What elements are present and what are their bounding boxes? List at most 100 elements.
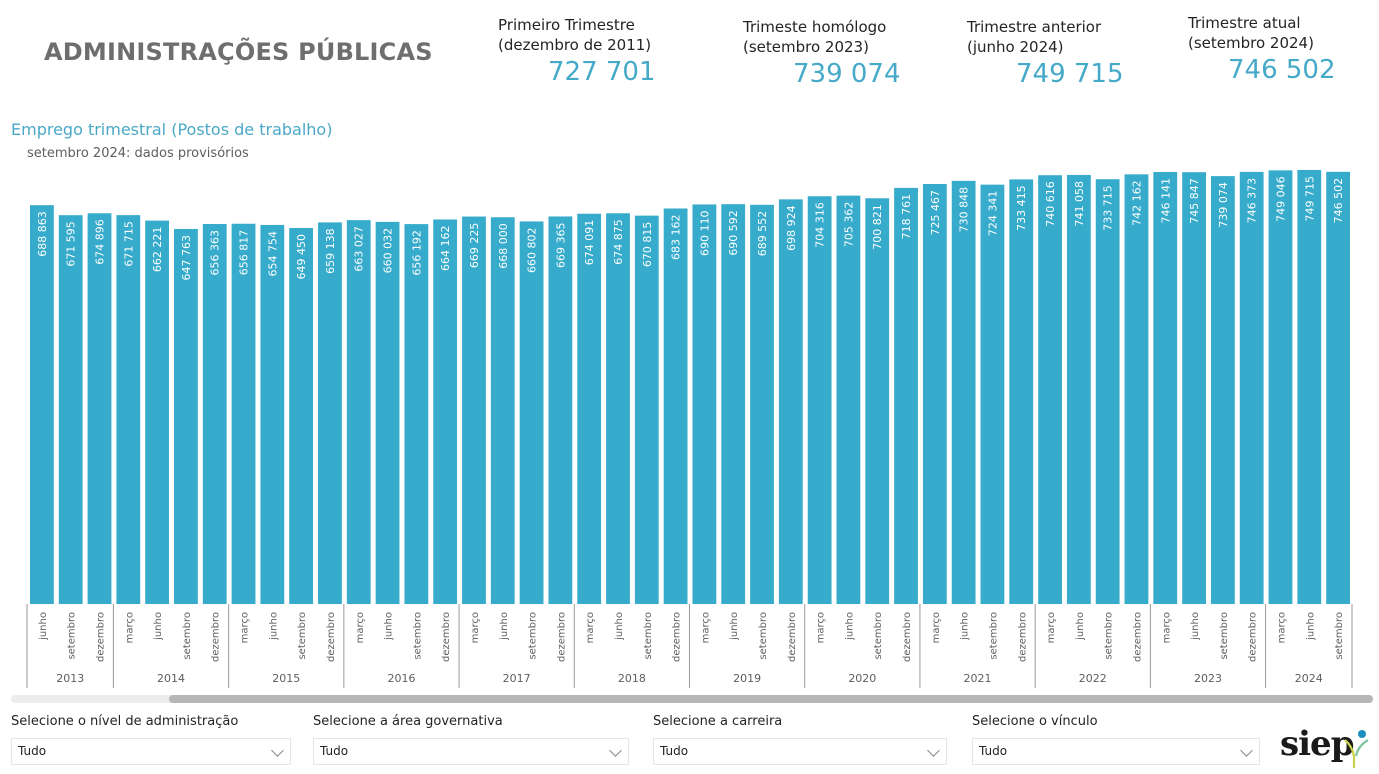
x-tick-label-month: dezembro xyxy=(1248,612,1259,662)
bar[interactable] xyxy=(922,183,947,604)
bar-value-label: 698 924 xyxy=(785,205,798,251)
kpi-label: Trimeste homólogo xyxy=(743,18,887,36)
bar[interactable] xyxy=(289,228,314,604)
bar[interactable] xyxy=(1268,170,1293,604)
bar[interactable] xyxy=(721,204,746,604)
bar[interactable] xyxy=(1124,174,1149,604)
kpi-value: 746 502 xyxy=(1228,55,1336,85)
slicer-nivel-administracao: Selecione o nível de administração Tudo xyxy=(11,714,291,765)
x-tick-label-month: setembro xyxy=(67,612,78,660)
bar-value-label: 700 821 xyxy=(871,204,884,250)
logo-text: siep xyxy=(1280,724,1354,764)
chart-scrollbar-thumb[interactable] xyxy=(169,695,1373,703)
slicer-dropdown[interactable]: Tudo xyxy=(653,738,947,765)
chevron-down-icon xyxy=(1240,744,1253,757)
slicer-label: Selecione a área governativa xyxy=(313,714,503,729)
bar[interactable] xyxy=(577,213,602,604)
bar-value-label: 690 110 xyxy=(698,210,711,256)
bar[interactable] xyxy=(260,224,285,604)
siep-logo: siep xyxy=(1280,724,1370,770)
bar-value-label: 718 761 xyxy=(900,194,913,240)
bar-value-label: 660 802 xyxy=(526,227,539,273)
bar[interactable] xyxy=(433,219,458,604)
slicer-dropdown[interactable]: Tudo xyxy=(11,738,291,765)
x-tick-label-year: 2018 xyxy=(618,672,646,685)
bar[interactable] xyxy=(202,224,227,604)
bar-value-label: 746 373 xyxy=(1246,178,1259,224)
x-tick-label-year: 2013 xyxy=(56,672,84,685)
bar[interactable] xyxy=(1297,169,1322,604)
bar-value-label: 662 221 xyxy=(151,227,164,273)
x-tick-label-month: junho xyxy=(1075,612,1086,641)
bar[interactable] xyxy=(778,199,803,604)
x-tick-label-year: 2016 xyxy=(387,672,415,685)
chart-title: Emprego trimestral (Postos de trabalho) xyxy=(11,120,333,139)
bar[interactable] xyxy=(87,213,112,604)
x-tick-label-year: 2014 xyxy=(157,672,185,685)
x-tick-label-year: 2017 xyxy=(503,672,531,685)
bar[interactable] xyxy=(663,208,688,604)
x-tick-label-month: setembro xyxy=(643,612,654,660)
x-tick-label-month: março xyxy=(1046,612,1057,643)
bar[interactable] xyxy=(951,180,976,604)
bar[interactable] xyxy=(1210,176,1235,604)
bar-value-label: 733 415 xyxy=(1015,185,1028,231)
bar[interactable] xyxy=(1239,171,1264,604)
bar[interactable] xyxy=(1326,171,1350,604)
slicer-value: Tudo xyxy=(18,744,47,758)
bar[interactable] xyxy=(404,224,429,604)
bar-value-label: 704 316 xyxy=(814,202,827,248)
bar[interactable] xyxy=(318,222,342,604)
x-tick-label-month: dezembro xyxy=(96,612,107,662)
x-tick-label-month: março xyxy=(355,612,366,643)
bar[interactable] xyxy=(894,187,918,604)
bar[interactable] xyxy=(1153,172,1178,605)
bar-value-label: 671 715 xyxy=(122,221,135,267)
bar[interactable] xyxy=(750,204,774,604)
bar[interactable] xyxy=(1066,174,1091,604)
x-tick-label-month: setembro xyxy=(528,612,539,660)
bar-value-label: 742 162 xyxy=(1130,180,1143,226)
bar[interactable] xyxy=(462,216,486,604)
x-tick-label-month: junho xyxy=(960,612,971,641)
bar[interactable] xyxy=(692,204,717,604)
bar[interactable] xyxy=(30,205,54,604)
kpi-value: 727 701 xyxy=(548,57,656,87)
bar[interactable] xyxy=(1038,175,1062,604)
bar[interactable] xyxy=(231,223,256,604)
x-tick-label-month: março xyxy=(931,612,942,643)
bar[interactable] xyxy=(1182,172,1206,604)
bar[interactable] xyxy=(548,216,573,604)
slicer-dropdown[interactable]: Tudo xyxy=(972,738,1260,765)
bar[interactable] xyxy=(145,220,170,604)
bar-value-label: 746 141 xyxy=(1159,178,1172,224)
bar-value-label: 730 848 xyxy=(958,187,971,233)
bar[interactable] xyxy=(174,228,198,604)
bar[interactable] xyxy=(116,215,141,604)
bar[interactable] xyxy=(346,220,371,604)
bar[interactable] xyxy=(865,198,890,604)
bar[interactable] xyxy=(606,213,630,604)
bar[interactable] xyxy=(980,184,1005,604)
bar[interactable] xyxy=(519,221,544,604)
bar[interactable] xyxy=(634,215,659,604)
bar[interactable] xyxy=(1009,179,1034,605)
slicer-dropdown[interactable]: Tudo xyxy=(313,738,629,765)
bar[interactable] xyxy=(1095,179,1120,604)
x-tick-label-month: março xyxy=(240,612,251,643)
kpi-trimestre-homologo: Trimeste homólogo (setembro 2023) 739 07… xyxy=(743,17,963,89)
bar[interactable] xyxy=(490,217,515,604)
x-tick-label-month: março xyxy=(1276,612,1287,643)
x-tick-label-year: 2023 xyxy=(1194,672,1222,685)
bar[interactable] xyxy=(375,221,400,604)
x-tick-label-month: setembro xyxy=(988,612,999,660)
kpi-sublabel: (setembro 2023) xyxy=(743,38,869,56)
x-tick-label-month: junho xyxy=(844,612,855,641)
bar[interactable] xyxy=(836,195,861,605)
bar-value-label: 688 863 xyxy=(36,211,49,256)
x-tick-label-month: junho xyxy=(1190,612,1201,641)
x-tick-label-month: junho xyxy=(38,612,49,641)
bar[interactable] xyxy=(807,196,832,604)
bar[interactable] xyxy=(58,215,83,605)
kpi-trimestre-atual: Trimestre atual (setembro 2024) 746 502 xyxy=(1188,13,1379,85)
